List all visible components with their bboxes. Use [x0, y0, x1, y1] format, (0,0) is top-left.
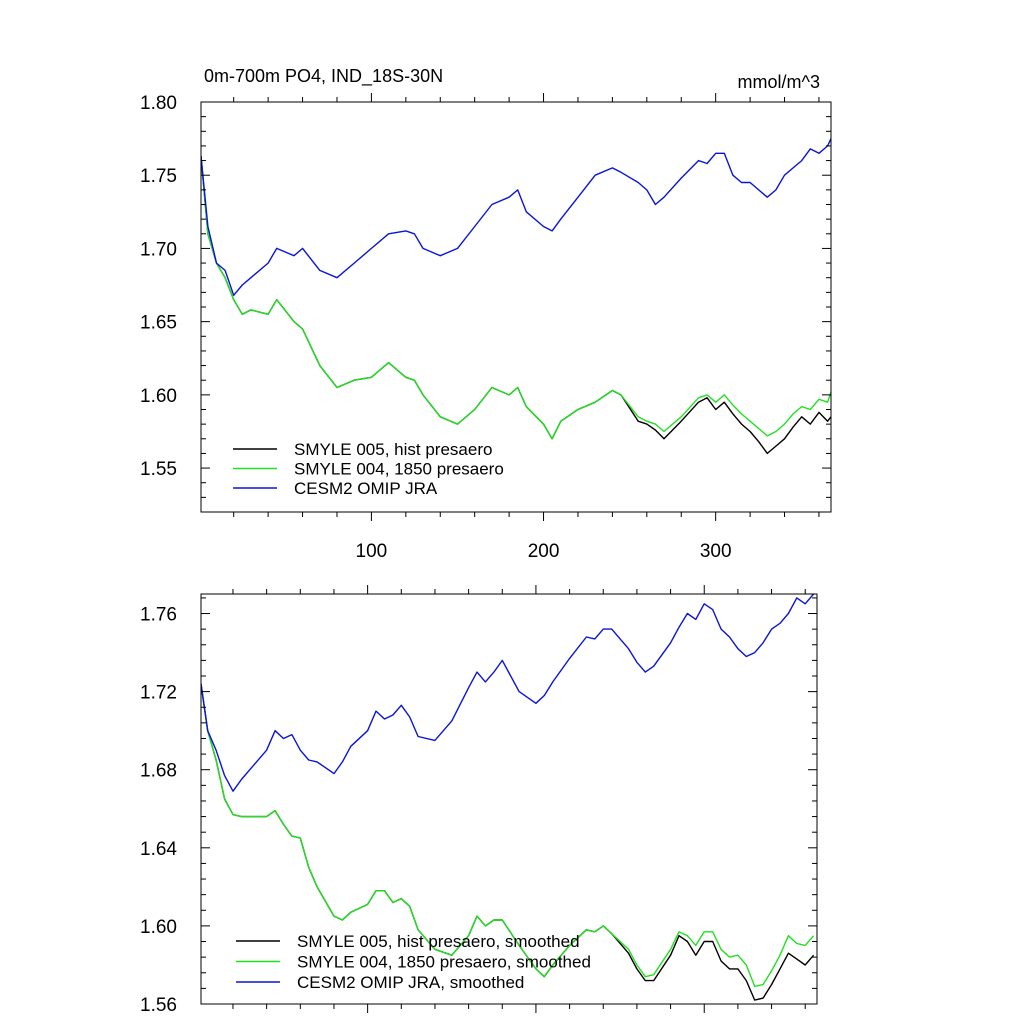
series-group	[201, 138, 831, 455]
y-tick-label: 1.60	[140, 917, 177, 938]
y-tick-label: 1.64	[140, 839, 177, 860]
y-tick-label: 1.56	[140, 995, 177, 1016]
legend-label-3: CESM2 OMIP JRA	[294, 479, 438, 498]
y-tick-label: 1.70	[140, 239, 177, 260]
x-tick-label: 200	[528, 541, 560, 562]
top-panel: 0m-700m PO4, IND_18S-30N mmol/m^3 1.55 1.…	[140, 66, 832, 562]
legend-label-2: SMYLE 004, 1850 presaero	[294, 460, 504, 479]
top-panel-title: 0m-700m PO4, IND_18S-30N	[204, 66, 443, 87]
series-line-2	[201, 683, 815, 988]
y-tick-label: 1.72	[140, 683, 177, 704]
series-line-3	[201, 594, 815, 792]
legend-label-3: CESM2 OMIP JRA, smoothed	[297, 973, 524, 992]
top-panel-units: mmol/m^3	[738, 72, 820, 92]
series-group	[201, 594, 815, 1001]
x-tick-label: 300	[700, 541, 732, 562]
y-tick-label: 1.75	[140, 166, 177, 187]
series-line-2	[201, 156, 831, 440]
legend-label-2: SMYLE 004, 1850 presaero, smoothed	[297, 953, 591, 972]
bottom-panel: 1.56 1.60 1.64 1.68 1.72 1.76 SMYLE 005, hist …	[140, 585, 818, 1016]
legend: SMYLE 005, hist presaero, smoothed SMYLE …	[236, 932, 591, 992]
y-tick-label: 1.55	[140, 459, 177, 480]
y-tick-label: 1.60	[140, 386, 177, 407]
y-tick-label: 1.65	[140, 313, 177, 334]
y-tick-label: 1.80	[140, 93, 177, 114]
series-line-3	[201, 138, 831, 296]
x-tick-label: 100	[356, 541, 388, 562]
legend-label-1: SMYLE 005, hist presaero	[294, 440, 492, 459]
y-tick-label: 1.76	[140, 605, 177, 626]
plot-frame	[200, 593, 818, 1005]
legend-label-1: SMYLE 005, hist presaero, smoothed	[297, 932, 580, 951]
y-tick-label: 1.68	[140, 761, 177, 782]
